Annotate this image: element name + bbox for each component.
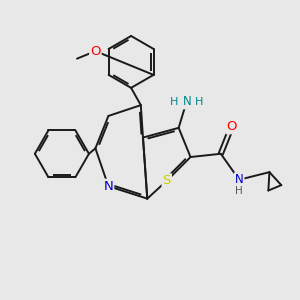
Text: O: O (90, 45, 101, 58)
Text: S: S (163, 174, 171, 187)
Text: N: N (103, 180, 113, 193)
Text: H: H (235, 185, 243, 196)
Text: N: N (235, 173, 244, 186)
Text: H: H (195, 97, 203, 107)
Text: O: O (226, 120, 237, 133)
Text: H: H (170, 97, 178, 107)
Text: N: N (183, 95, 192, 108)
